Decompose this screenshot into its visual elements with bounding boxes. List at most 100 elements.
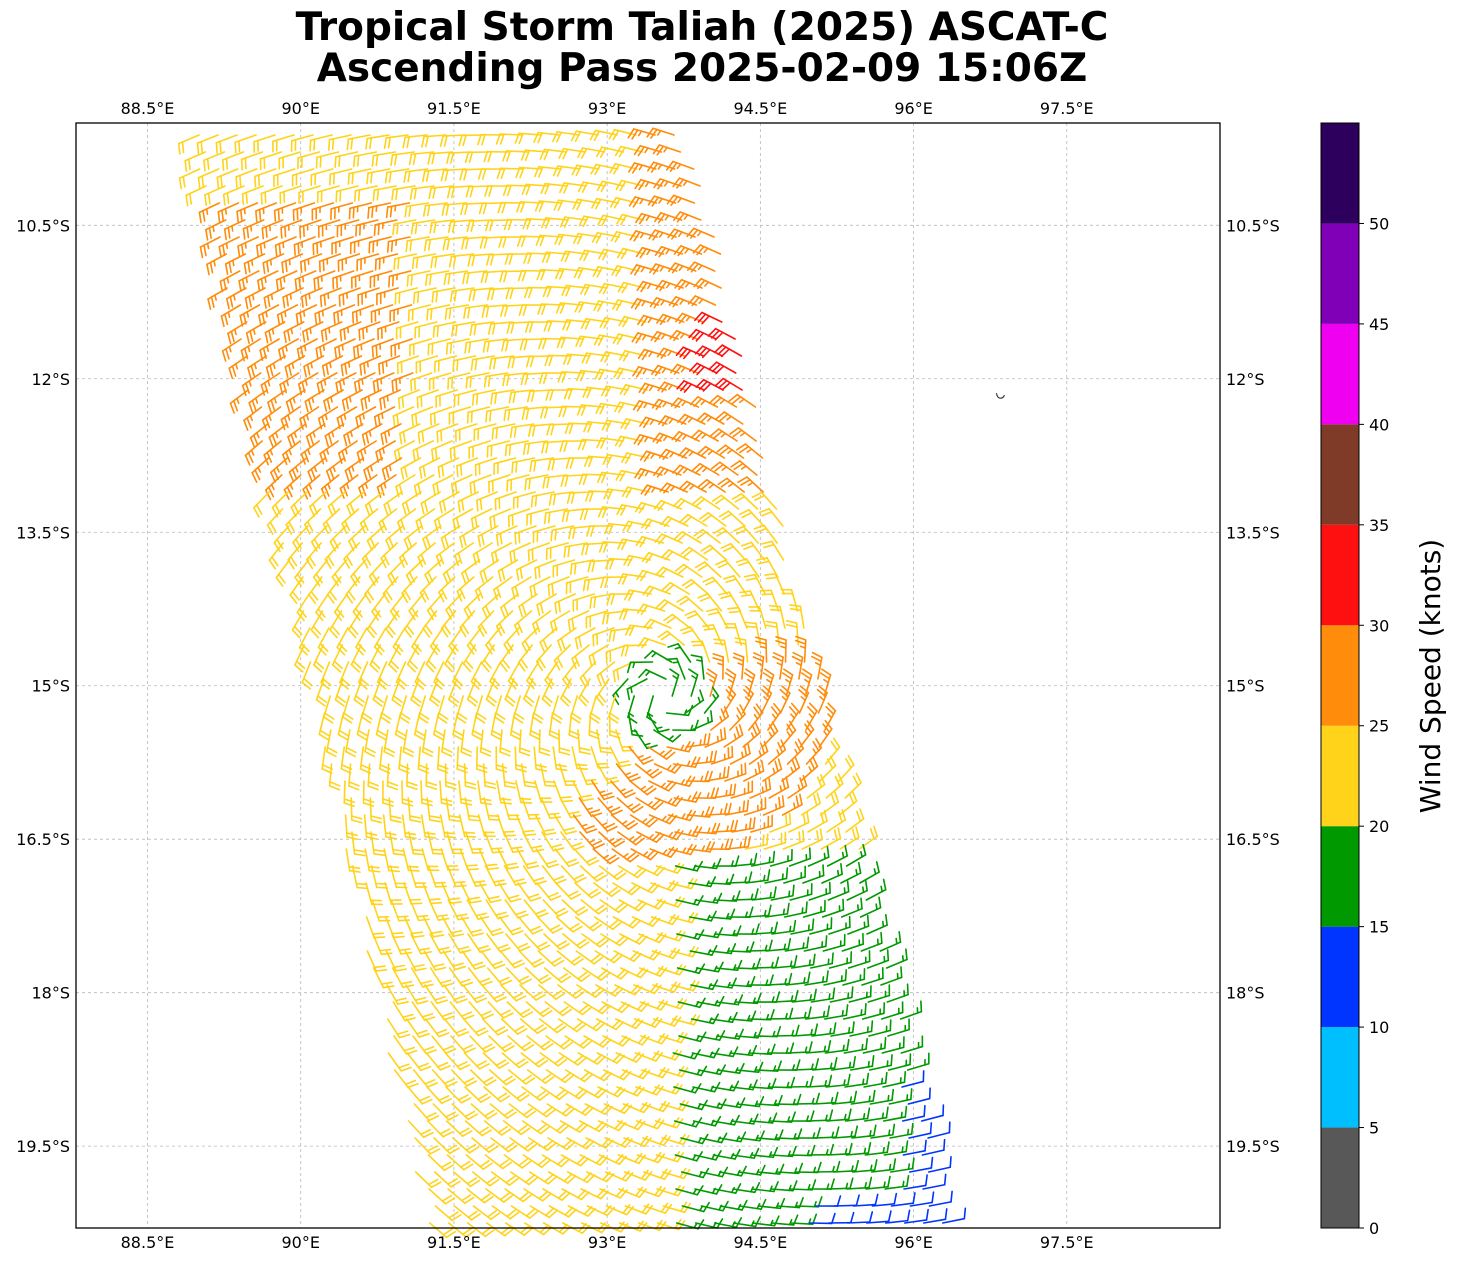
wind-barb	[355, 627, 368, 656]
wind-barb	[825, 1073, 851, 1088]
wind-barb	[334, 338, 356, 360]
wind-barb	[578, 215, 607, 228]
wind-barb	[369, 270, 393, 289]
wind-barb	[533, 746, 548, 772]
wind-barb	[341, 389, 363, 412]
wind-barb	[609, 746, 632, 768]
wind-barb	[622, 1101, 652, 1114]
wind-barb	[410, 372, 433, 392]
wind-barb	[596, 437, 624, 449]
wind-barb	[515, 559, 538, 581]
wind-barb	[427, 1154, 455, 1172]
wind-barb	[426, 1086, 453, 1105]
wind-barb	[577, 763, 599, 786]
wind-barb	[869, 1088, 895, 1105]
wind-barb	[523, 899, 549, 918]
wind-barb	[630, 848, 659, 861]
wind-barb	[552, 559, 576, 578]
wind-barb	[624, 589, 652, 602]
wind-barb	[449, 1001, 475, 1021]
wind-barb	[331, 559, 348, 587]
lon-tick-label-bottom: 96°E	[894, 1233, 932, 1252]
wind-barb	[687, 295, 717, 307]
lat-tick-label-right: 19.5°S	[1226, 1137, 1280, 1156]
wind-barb	[729, 704, 746, 731]
wind-barb	[826, 844, 848, 867]
wind-barb	[279, 372, 300, 396]
wind-barb	[928, 1190, 953, 1207]
wind-barb	[426, 304, 451, 321]
wind-barb	[666, 194, 696, 206]
wind-barb	[731, 852, 758, 867]
wind-barb	[229, 389, 249, 414]
wind-barb	[452, 508, 474, 531]
wind-barb	[406, 1052, 432, 1072]
wind-barb	[593, 916, 622, 931]
wind-barb	[907, 1087, 931, 1105]
wind-barb	[790, 918, 815, 935]
wind-barb	[359, 355, 382, 376]
wind-barb	[806, 773, 826, 799]
wind-barb	[466, 1222, 495, 1238]
lat-tick-label-right: 15°S	[1226, 677, 1265, 696]
lat-tick-label-right: 12°S	[1226, 370, 1265, 389]
wind-barb	[445, 338, 470, 355]
wind-barb	[927, 1121, 951, 1139]
wind-barb	[410, 967, 434, 988]
wind-barb	[282, 287, 304, 309]
wind-barb	[672, 211, 702, 223]
wind-barb	[500, 984, 527, 1002]
wind-barb	[783, 865, 806, 884]
wind-barb	[529, 457, 555, 473]
island-outline	[995, 393, 1005, 399]
wind-barb	[470, 661, 483, 690]
wind-barb	[614, 401, 643, 414]
wind-barb	[457, 491, 479, 513]
wind-barb	[270, 457, 289, 483]
wind-barb	[724, 799, 750, 816]
wind-barb	[600, 933, 629, 947]
wind-barb	[828, 951, 853, 969]
wind-barb	[792, 1058, 820, 1071]
lon-tick-label-bottom: 93°E	[588, 1233, 626, 1252]
wind-barb	[609, 196, 639, 209]
wind-barb	[471, 1137, 499, 1153]
wind-barb	[446, 185, 473, 199]
wind-barb	[238, 270, 260, 293]
wind-barb	[654, 1117, 684, 1129]
wind-barb	[505, 967, 532, 985]
wind-barb	[767, 739, 787, 765]
wind-barb	[617, 538, 645, 551]
wind-barb	[526, 508, 550, 526]
wind-barb	[431, 440, 453, 461]
wind-barb	[428, 372, 452, 391]
wind-barb	[463, 763, 477, 790]
wind-barb	[539, 763, 557, 788]
chart-title-line-1: Tropical Storm Taliah (2025) ASCAT-C	[295, 5, 1109, 50]
wind-barb	[350, 797, 363, 824]
wind-barb	[751, 1181, 779, 1193]
colorbar-bin	[1321, 223, 1359, 324]
wind-barb	[791, 651, 804, 680]
wind-barb	[453, 1205, 481, 1221]
wind-barb	[488, 474, 511, 494]
wind-barb	[403, 525, 423, 551]
wind-barb	[375, 712, 388, 741]
wind-barb	[922, 1173, 947, 1190]
wind-barb	[482, 763, 497, 790]
wind-barb	[832, 1159, 859, 1173]
wind-barb	[744, 833, 769, 850]
wind-barb	[870, 1158, 897, 1173]
colorbar-bin	[1321, 725, 1359, 827]
wind-barb	[449, 440, 472, 460]
wind-barb	[825, 773, 844, 799]
wind-barb	[667, 228, 696, 240]
wind-barb	[469, 1035, 496, 1053]
wind-barb	[380, 542, 398, 569]
wind-barb	[887, 1053, 912, 1071]
wind-barb	[285, 508, 303, 535]
wind-barb	[573, 848, 600, 866]
wind-barb	[595, 678, 610, 707]
wind-barb	[302, 321, 324, 343]
wind-barb	[888, 1088, 913, 1105]
